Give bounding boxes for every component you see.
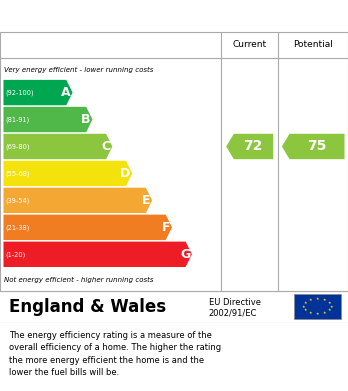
- Text: ★: ★: [309, 298, 312, 302]
- Text: ★: ★: [303, 308, 307, 312]
- Text: (55-68): (55-68): [5, 170, 30, 177]
- Text: ★: ★: [316, 312, 319, 316]
- Text: ★: ★: [309, 311, 312, 315]
- Polygon shape: [226, 134, 273, 159]
- Polygon shape: [3, 80, 72, 105]
- Text: EU Directive: EU Directive: [209, 298, 261, 307]
- Text: D: D: [120, 167, 130, 180]
- Text: The energy efficiency rating is a measure of the
overall efficiency of a home. T: The energy efficiency rating is a measur…: [9, 331, 221, 377]
- Text: B: B: [81, 113, 91, 126]
- Text: (21-38): (21-38): [5, 224, 30, 231]
- Text: England & Wales: England & Wales: [9, 298, 166, 316]
- Text: 72: 72: [244, 140, 263, 154]
- Text: ★: ★: [303, 301, 307, 305]
- Text: 75: 75: [307, 140, 326, 154]
- Text: (39-54): (39-54): [5, 197, 30, 204]
- Text: (1-20): (1-20): [5, 251, 25, 258]
- Text: F: F: [162, 221, 170, 234]
- Text: ★: ★: [328, 301, 332, 305]
- Text: ★: ★: [302, 305, 305, 308]
- Text: Current: Current: [232, 41, 267, 50]
- Text: C: C: [102, 140, 111, 153]
- Text: ★: ★: [323, 311, 326, 315]
- Polygon shape: [3, 188, 152, 213]
- Polygon shape: [3, 107, 93, 132]
- Text: (81-91): (81-91): [5, 116, 30, 123]
- Text: ★: ★: [328, 308, 332, 312]
- Text: (92-100): (92-100): [5, 89, 34, 96]
- Polygon shape: [3, 161, 132, 186]
- Text: (69-80): (69-80): [5, 143, 30, 150]
- Polygon shape: [3, 215, 172, 240]
- Text: 2002/91/EC: 2002/91/EC: [209, 308, 257, 317]
- Text: Energy Efficiency Rating: Energy Efficiency Rating: [9, 9, 219, 23]
- Bar: [294, 294, 341, 319]
- Polygon shape: [3, 242, 192, 267]
- Text: E: E: [142, 194, 150, 207]
- Text: ★: ★: [316, 297, 319, 301]
- Text: Potential: Potential: [293, 41, 333, 50]
- Text: ★: ★: [330, 305, 333, 308]
- Text: ★: ★: [323, 298, 326, 302]
- Text: A: A: [61, 86, 71, 99]
- Polygon shape: [282, 134, 345, 159]
- Text: G: G: [180, 248, 190, 261]
- Polygon shape: [3, 134, 112, 159]
- Text: Not energy efficient - higher running costs: Not energy efficient - higher running co…: [4, 277, 154, 283]
- Text: Very energy efficient - lower running costs: Very energy efficient - lower running co…: [4, 66, 153, 73]
